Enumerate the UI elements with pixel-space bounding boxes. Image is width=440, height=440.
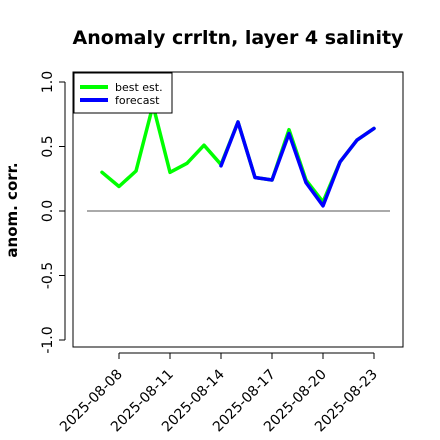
legend-label-best-est: best est. [115,81,163,94]
y-axis-label: anom. corr. [3,162,21,257]
y-tick-label: 0.5 [40,135,56,157]
legend: best est. forecast [73,72,173,114]
legend-label-forecast: forecast [115,94,160,107]
legend-box [73,72,173,114]
y-tick-label: -0.5 [40,262,56,289]
y-axis: -1.0 -0.5 0.0 0.5 1.0 [40,71,66,354]
series-line-forecast [219,120,376,208]
chart-title: Anomaly crrltn, layer 4 salinity [73,27,404,49]
y-tick-label: 1.0 [40,71,56,93]
y-tick-label: -1.0 [40,326,56,353]
plot-area-frame [72,71,404,348]
y-tick-label: 0.0 [40,200,56,222]
x-axis: 2025-08-082025-08-112025-08-142025-08-17… [57,352,381,435]
series-line-best-est [100,103,376,204]
series-layer [100,103,376,208]
